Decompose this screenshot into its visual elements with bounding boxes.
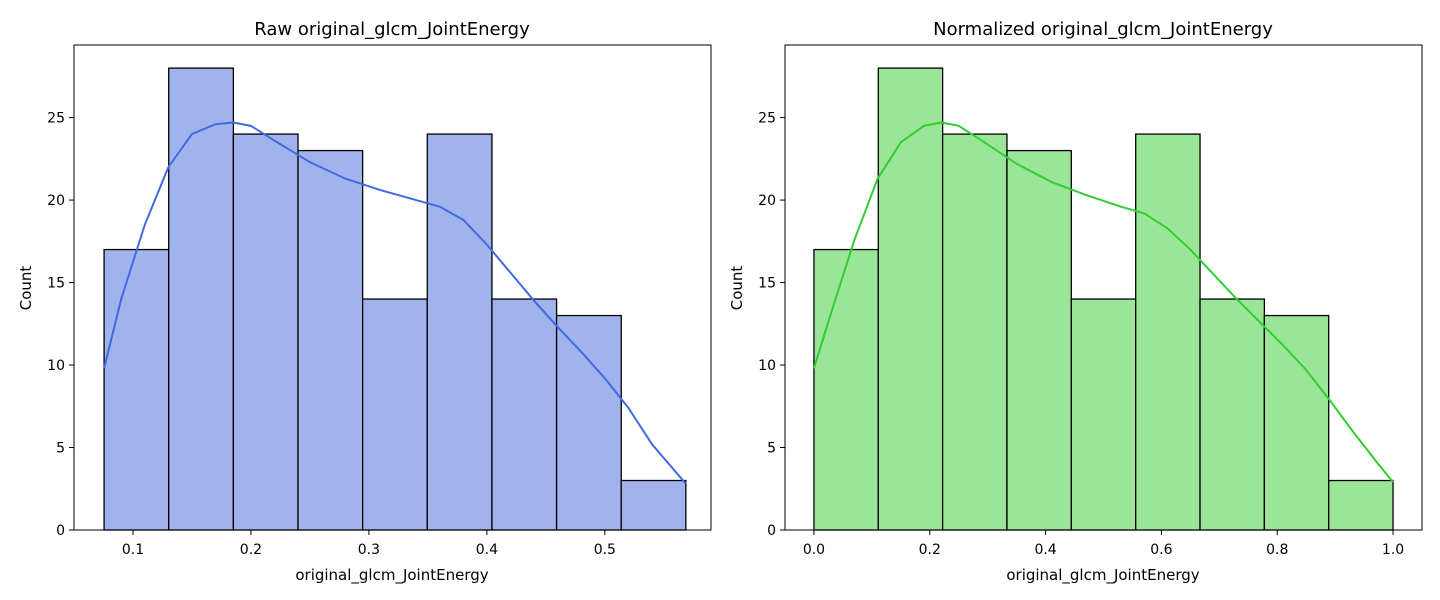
y-tick-label: 20 (47, 193, 65, 209)
histogram-bar (1328, 479, 1394, 531)
x-tick-label: 0.8 (1266, 542, 1288, 558)
x-ticks: 0.0 0.2 0.4 0.6 0.8 1.0 (803, 530, 1404, 558)
y-tick-label: 0 (767, 523, 776, 539)
panel-raw: Raw original_glcm_JointEnergy 0.1 0.2 0.3 0… (17, 19, 712, 585)
kde-line (812, 121, 1394, 483)
bars-layer (813, 67, 1394, 531)
y-tick-label: 0 (56, 523, 65, 539)
histogram-bar (1070, 298, 1137, 531)
y-tick-label: 5 (56, 441, 65, 457)
x-tick-label: 0.4 (476, 542, 498, 558)
y-tick-label: 10 (758, 358, 776, 374)
y-tick-label: 25 (758, 111, 776, 127)
x-tick-label: 0.3 (358, 542, 380, 558)
bars-layer (103, 67, 687, 531)
histogram-bar (491, 298, 558, 531)
y-axis-label: Count (728, 266, 746, 311)
x-tick-label: 0.2 (240, 542, 262, 558)
histogram-bar (1199, 298, 1266, 531)
histogram-bar (813, 248, 879, 531)
y-tick-label: 15 (47, 276, 65, 292)
y-axis-label: Count (17, 266, 35, 311)
panel-normalized: Normalized original_glcm_JointEnergy 0.0… (728, 19, 1423, 585)
histogram-bar (620, 479, 687, 531)
kde-line (103, 121, 687, 485)
y-ticks: 0 5 10 15 20 25 (758, 111, 785, 539)
histogram-bar (426, 133, 493, 531)
x-tick-label: 0.2 (919, 542, 941, 558)
histogram-bar (103, 248, 170, 531)
chart-title: Normalized original_glcm_JointEnergy (933, 19, 1273, 40)
histogram-bar (941, 133, 1008, 531)
x-tick-label: 0.1 (122, 542, 144, 558)
histogram-bar (877, 67, 944, 531)
histogram-bar (232, 133, 299, 531)
plot-frame (73, 44, 712, 531)
x-ticks: 0.1 0.2 0.3 0.4 0.5 (122, 530, 616, 558)
y-tick-label: 25 (47, 111, 65, 127)
x-axis-label: original_glcm_JointEnergy (295, 566, 488, 585)
y-tick-label: 20 (758, 193, 776, 209)
plot-frame (784, 44, 1423, 531)
histogram-bar (555, 314, 622, 531)
x-tick-label: 0.4 (1034, 542, 1056, 558)
histogram-bar (362, 298, 428, 531)
y-ticks: 0 5 10 15 20 25 (47, 111, 74, 539)
histogram-bar (297, 149, 364, 531)
y-tick-label: 15 (758, 276, 776, 292)
y-tick-label: 5 (767, 441, 776, 457)
histogram-bar (1135, 133, 1201, 531)
x-tick-label: 1.0 (1382, 542, 1404, 558)
x-tick-label: 0.5 (594, 542, 616, 558)
chart-title: Raw original_glcm_JointEnergy (254, 19, 530, 40)
x-tick-label: 0.6 (1150, 542, 1172, 558)
x-tick-label: 0.0 (803, 542, 825, 558)
histogram-bar (168, 67, 235, 531)
y-tick-label: 10 (47, 358, 65, 374)
histogram-bar (1263, 314, 1330, 531)
x-axis-label: original_glcm_JointEnergy (1006, 566, 1199, 585)
histogram-bar (1006, 149, 1072, 531)
